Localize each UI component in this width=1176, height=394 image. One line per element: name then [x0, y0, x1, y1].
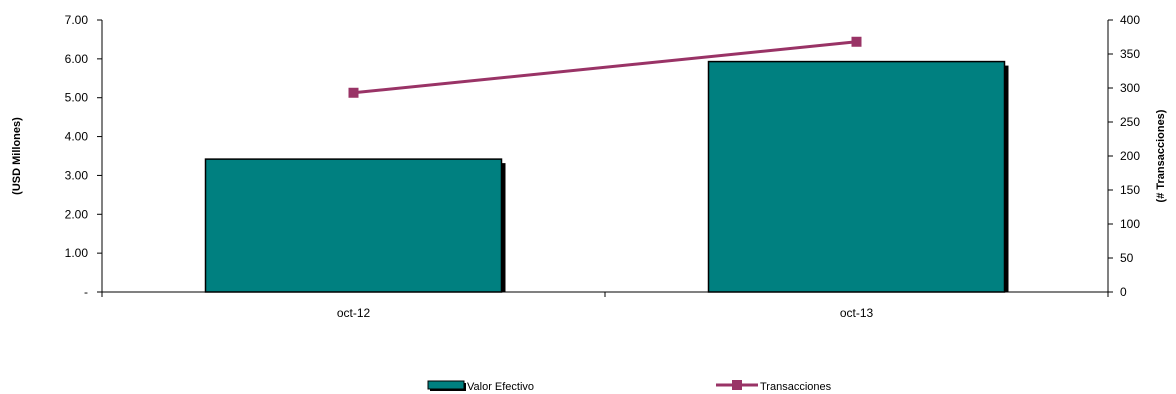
y-left-tick-label: -	[84, 285, 88, 299]
line-series-transacciones	[348, 36, 862, 98]
y-axis-right-title: (# Transacciones)	[1155, 109, 1167, 202]
y-left-tick-label: 7.00	[65, 13, 89, 27]
line-marker	[851, 36, 862, 47]
y-right-tick-label: 0	[1120, 285, 1127, 299]
y-right-tick-label: 250	[1120, 115, 1140, 129]
legend-line-marker	[732, 380, 742, 390]
y-right-tick-label: 50	[1120, 251, 1134, 265]
series-line	[353, 40, 857, 95]
legend: Valor Efectivo Transacciones	[427, 380, 832, 393]
y-right-tick-label: 300	[1120, 81, 1140, 95]
line-marker	[348, 87, 359, 98]
y-left-tick-label: 1.00	[65, 246, 89, 260]
y-left-tick-label: 2.00	[65, 207, 89, 221]
y-right-tick-label: 350	[1120, 47, 1140, 61]
y-right-tick-label: 100	[1120, 217, 1140, 231]
x-axis-tick-label: oct-13	[840, 306, 874, 320]
y-axis-left-title: (USD Millones)	[11, 117, 23, 195]
legend-label-transacciones: Transacciones	[760, 381, 832, 393]
bar-series-valor-efectivo	[204, 60, 1009, 293]
y-right-tick-label: 400	[1120, 13, 1140, 27]
bar	[707, 60, 1006, 293]
y-right-tick-label: 150	[1120, 183, 1140, 197]
legend-label-valor-efectivo: Valor Efectivo	[467, 381, 534, 393]
y-left-tick-label: 4.00	[65, 130, 89, 144]
y-right-tick-label: 200	[1120, 149, 1140, 163]
y-left-tick-label: 5.00	[65, 91, 89, 105]
y-left-tick-label: 6.00	[65, 52, 89, 66]
legend-bar-swatch	[427, 380, 465, 390]
x-axis-tick-label: oct-12	[337, 306, 371, 320]
bar	[204, 158, 503, 293]
y-left-tick-label: 3.00	[65, 168, 89, 182]
